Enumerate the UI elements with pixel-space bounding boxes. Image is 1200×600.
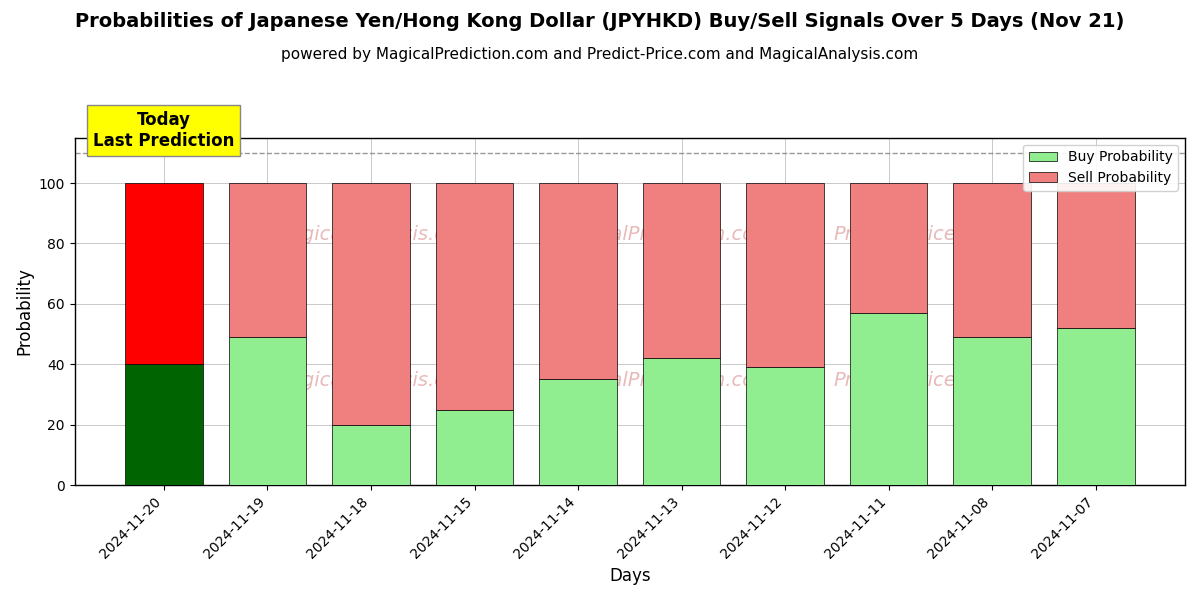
Text: MagicalAnalysis.com: MagicalAnalysis.com [274, 226, 476, 244]
Bar [332, 183, 410, 425]
Bar [539, 183, 617, 379]
Legend: Buy Probability, Sell Probability: Buy Probability, Sell Probability [1024, 145, 1178, 191]
Bar [1057, 328, 1134, 485]
Bar [229, 337, 306, 485]
Text: powered by MagicalPrediction.com and Predict-Price.com and MagicalAnalysis.com: powered by MagicalPrediction.com and Pre… [281, 46, 919, 61]
Bar [436, 410, 514, 485]
Bar [1057, 183, 1134, 328]
X-axis label: Days: Days [610, 567, 650, 585]
Bar [125, 183, 203, 364]
Text: MagicalPrediction.com: MagicalPrediction.com [553, 371, 773, 391]
Bar [746, 183, 824, 367]
Bar [332, 425, 410, 485]
Bar [643, 183, 720, 358]
Bar [850, 313, 928, 485]
Text: Probabilities of Japanese Yen/Hong Kong Dollar (JPYHKD) Buy/Sell Signals Over 5 : Probabilities of Japanese Yen/Hong Kong … [76, 12, 1124, 31]
Bar [539, 379, 617, 485]
Text: Predict-Price.com: Predict-Price.com [833, 371, 1004, 391]
Text: MagicalAnalysis.com: MagicalAnalysis.com [274, 371, 476, 391]
Bar [746, 367, 824, 485]
Bar [850, 183, 928, 313]
Y-axis label: Probability: Probability [16, 268, 34, 355]
Bar [953, 183, 1031, 337]
Text: MagicalPrediction.com: MagicalPrediction.com [553, 226, 773, 244]
Text: Today
Last Prediction: Today Last Prediction [94, 111, 235, 150]
Text: Predict-Price.com: Predict-Price.com [833, 226, 1004, 244]
Bar [125, 364, 203, 485]
Bar [953, 337, 1031, 485]
Bar [643, 358, 720, 485]
Bar [436, 183, 514, 410]
Bar [229, 183, 306, 337]
